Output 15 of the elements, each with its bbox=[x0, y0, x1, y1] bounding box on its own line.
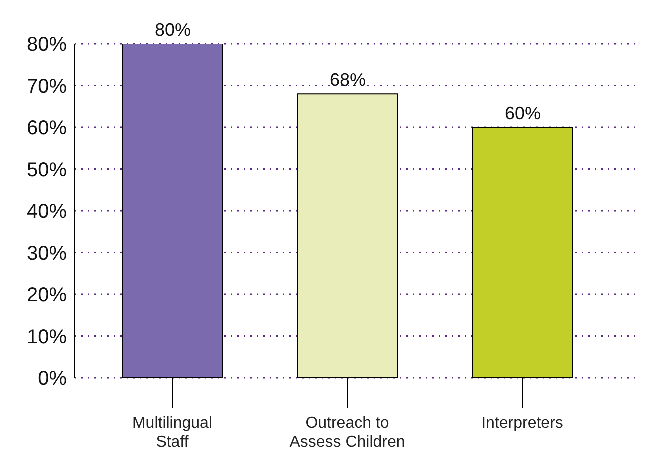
x-tick-label: Interpreters bbox=[482, 415, 564, 432]
y-tick-label: 80% bbox=[26, 34, 68, 56]
data-label: 60% bbox=[504, 104, 542, 124]
data-label: 68% bbox=[330, 70, 366, 90]
y-tick-label: 60% bbox=[26, 118, 68, 140]
y-tick-label: 70% bbox=[26, 76, 68, 98]
y-tick-label: 30% bbox=[26, 242, 68, 265]
x-tick-label: Outreach to Assess Children bbox=[290, 415, 406, 451]
x-tick-label: Multilingual Staff bbox=[132, 415, 213, 451]
y-tick-label: 50% bbox=[26, 159, 68, 182]
data-label: 80% bbox=[154, 20, 192, 40]
y-tick-label: 40% bbox=[26, 201, 68, 224]
y-tick-label: 10% bbox=[26, 326, 68, 348]
y-tick-label: 20% bbox=[26, 284, 68, 307]
y-tick-label: 0% bbox=[38, 368, 68, 390]
